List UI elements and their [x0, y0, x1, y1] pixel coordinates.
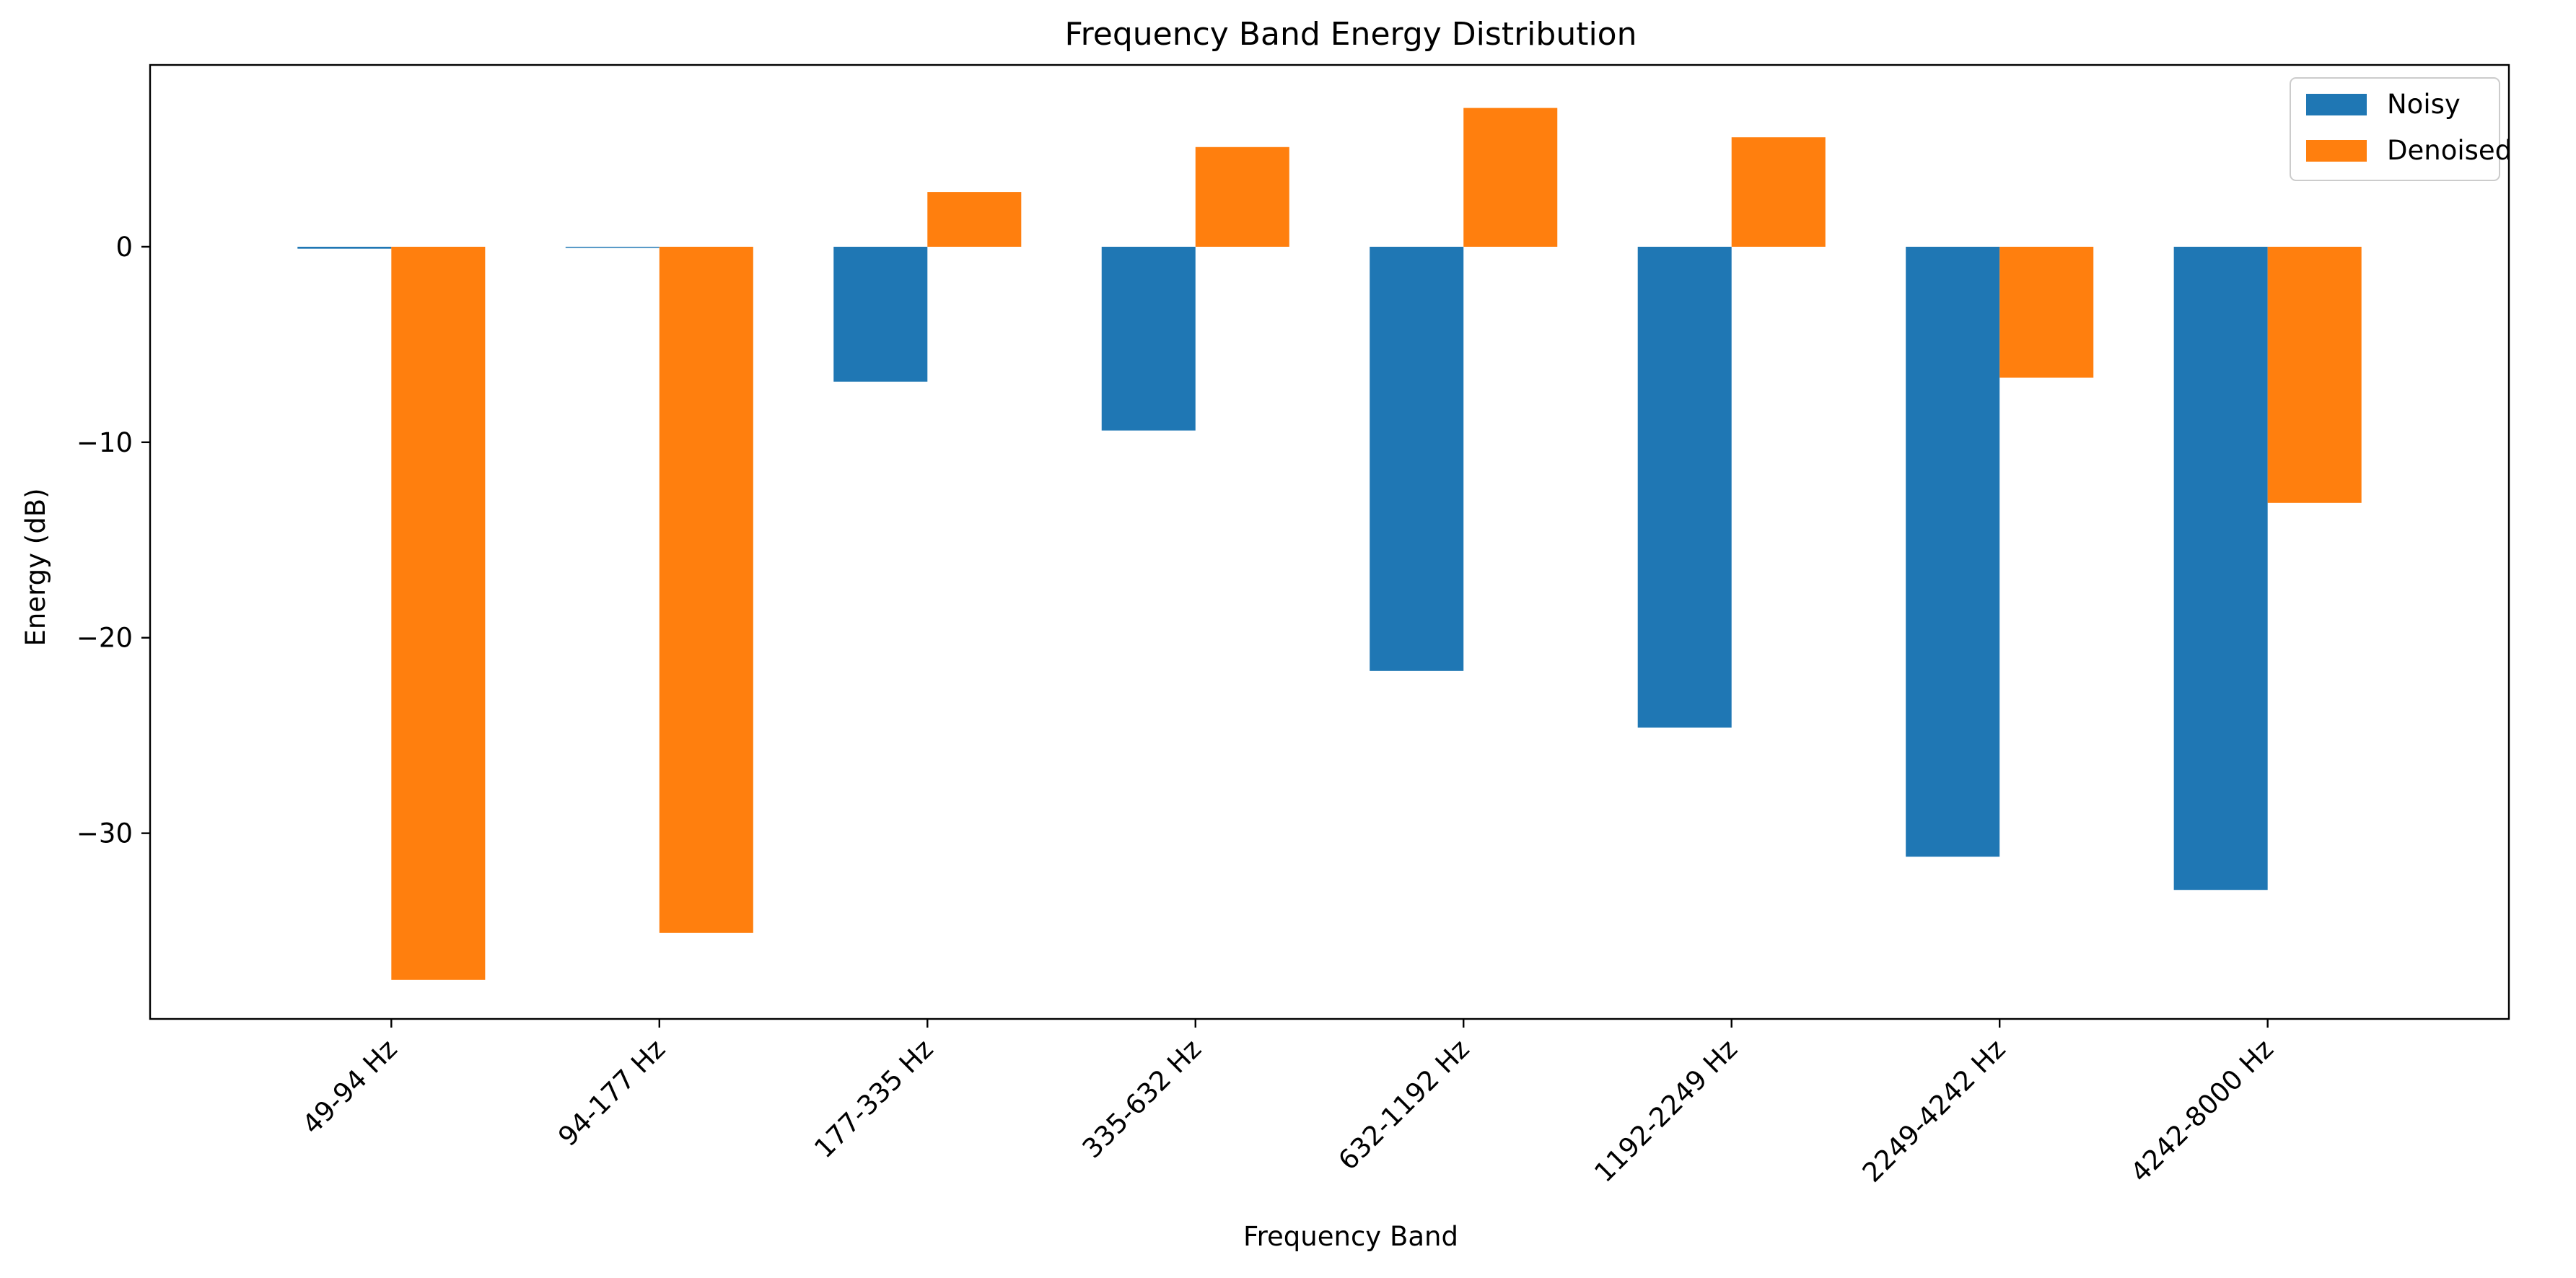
bar-denoised-3 — [1195, 146, 1289, 247]
plot-frame — [149, 64, 2510, 1020]
y-tick-label: −20 — [76, 623, 133, 654]
bar-noisy-2 — [833, 246, 928, 382]
y-axis-label: Energy (dB) — [20, 488, 51, 646]
legend-swatch-noisy — [2306, 94, 2367, 115]
legend-label-noisy: Noisy — [2387, 89, 2461, 120]
bars-layer — [297, 108, 2362, 980]
bar-noisy-1 — [565, 246, 660, 248]
legend-swatch-denoised — [2306, 140, 2367, 162]
legend-label-denoised: Denoised — [2387, 135, 2512, 166]
bar-noisy-4 — [1370, 246, 1464, 671]
x-axis-label: Frequency Band — [1243, 1221, 1458, 1252]
bar-noisy-3 — [1101, 246, 1196, 431]
bar-noisy-5 — [1637, 246, 1732, 728]
bar-denoised-2 — [927, 192, 1022, 247]
bar-denoised-7 — [2267, 246, 2362, 503]
legend: Noisy Denoised — [2290, 77, 2512, 181]
y-tick-label: −30 — [76, 818, 133, 849]
bar-denoised-4 — [1463, 108, 1558, 247]
bar-noisy-0 — [297, 246, 392, 249]
bar-denoised-0 — [391, 246, 486, 980]
bar-denoised-5 — [1731, 137, 1826, 247]
y-tick-label: 0 — [115, 232, 133, 263]
chart-title: Frequency Band Energy Distribution — [1065, 16, 1637, 53]
bar-noisy-7 — [2173, 246, 2268, 890]
y-tick-label: −10 — [76, 427, 133, 458]
bar-denoised-1 — [659, 246, 753, 933]
bar-denoised-6 — [1999, 246, 2094, 378]
bar-noisy-6 — [1906, 246, 2000, 857]
